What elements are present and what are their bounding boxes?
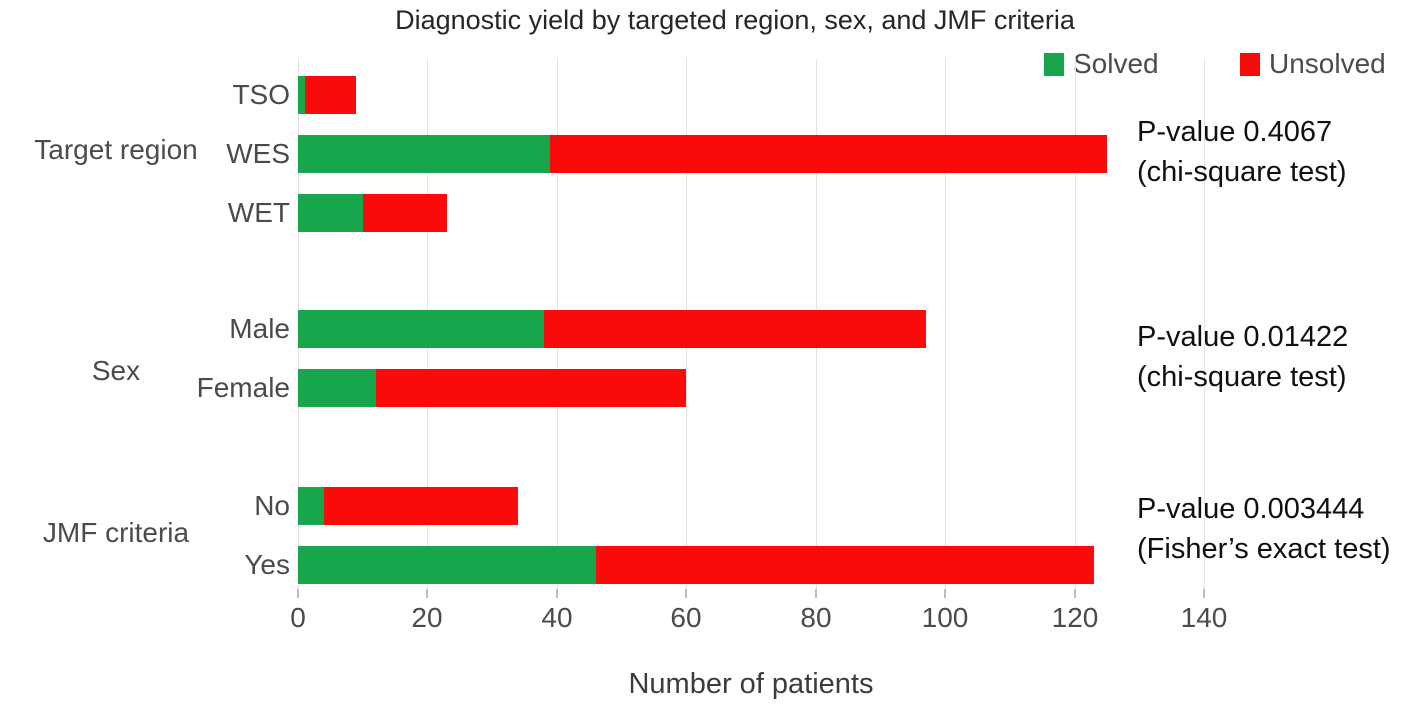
x-tick-label-80: 80	[800, 602, 832, 633]
row-label-yes: Yes	[244, 549, 290, 580]
bar-wes-solved[interactable]	[298, 135, 551, 173]
tickmark-x60	[685, 589, 687, 598]
x-tick-label-40: 40	[541, 602, 573, 633]
x-tick-label-60: 60	[670, 602, 702, 633]
bar-yes-unsolved[interactable]	[595, 546, 1094, 584]
pvalue-test-line: (chi-square test)	[1137, 361, 1347, 393]
tickmark-x140	[1203, 589, 1205, 598]
bar-male-solved[interactable]	[298, 310, 544, 348]
legend-item-solved[interactable]: Solved	[1044, 48, 1159, 79]
row-label-wet: WET	[227, 197, 290, 228]
x-tick-label-20: 20	[411, 602, 443, 633]
pvalue-line: P-value 0.003444	[1137, 493, 1365, 525]
group-label-target-region: Target region	[34, 134, 198, 165]
group-label-jmf-criteria: JMF criteria	[42, 517, 190, 548]
tickmark-x20	[426, 589, 428, 598]
bar-wes-unsolved[interactable]	[550, 135, 1107, 173]
solved-swatch-icon	[1044, 52, 1064, 76]
legend-item-unsolved[interactable]: Unsolved	[1240, 48, 1386, 79]
x-tick-label-140: 140	[1180, 602, 1228, 633]
tickmark-x120	[1074, 589, 1076, 598]
bar-tso-solved[interactable]	[298, 76, 305, 114]
bar-female-unsolved[interactable]	[375, 369, 687, 407]
x-axis-title: Number of patients	[628, 668, 874, 700]
chart-title: Diagnostic yield by targeted region, sex…	[395, 5, 1075, 35]
tickmark-x0	[297, 589, 299, 598]
legend-label-solved: Solved	[1073, 48, 1159, 79]
bar-wet-solved[interactable]	[298, 194, 363, 232]
bar-female-solved[interactable]	[298, 369, 376, 407]
row-label-male: Male	[229, 313, 290, 344]
pvalue-line: P-value 0.4067	[1137, 116, 1333, 148]
row-label-tso: TSO	[232, 79, 290, 110]
pvalue-annotation-sex: P-value 0.01422 (chi-square test)	[1137, 317, 1348, 397]
pvalue-annotation-target-region: P-value 0.4067 (chi-square test)	[1137, 112, 1347, 192]
x-tick-label-100: 100	[921, 602, 969, 633]
pvalue-test-line: (chi-square test)	[1137, 156, 1347, 188]
group-label-sex: Sex	[91, 355, 141, 386]
pvalue-line: P-value 0.01422	[1137, 321, 1349, 353]
row-label-no: No	[254, 490, 290, 521]
row-label-female: Female	[196, 372, 290, 403]
gridline-x120	[1075, 58, 1076, 598]
legend-label-unsolved: Unsolved	[1269, 48, 1386, 79]
gridline-x140	[1204, 58, 1205, 598]
row-label-wes: WES	[226, 138, 290, 169]
bar-no-solved[interactable]	[298, 487, 324, 525]
x-tick-label-0: 0	[290, 602, 306, 633]
bar-yes-solved[interactable]	[298, 546, 596, 584]
bar-no-unsolved[interactable]	[323, 487, 518, 525]
tickmark-x40	[556, 589, 558, 598]
pvalue-annotation-jmf-criteria: P-value 0.003444 (Fisher’s exact test)	[1137, 489, 1391, 569]
tickmark-x100	[944, 589, 946, 598]
unsolved-swatch-icon	[1240, 52, 1260, 76]
bar-tso-unsolved[interactable]	[304, 76, 357, 114]
bar-wet-unsolved[interactable]	[362, 194, 447, 232]
gridline-x100	[945, 58, 946, 598]
tickmark-x80	[815, 589, 817, 598]
x-tick-label-120: 120	[1051, 602, 1099, 633]
pvalue-test-line: (Fisher’s exact test)	[1137, 533, 1391, 565]
bar-male-unsolved[interactable]	[543, 310, 926, 348]
